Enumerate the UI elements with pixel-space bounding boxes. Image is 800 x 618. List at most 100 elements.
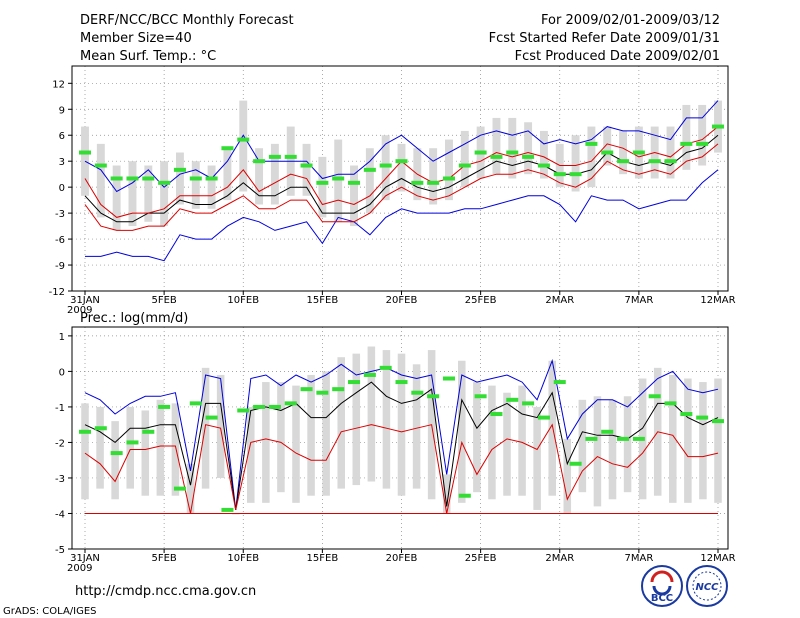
x-tick-label: 15FEB	[307, 295, 339, 306]
observation-marker	[110, 451, 123, 456]
observation-marker	[126, 176, 139, 181]
observation-marker	[332, 176, 345, 181]
ensemble-range-bar	[334, 139, 343, 222]
observation-marker	[173, 486, 186, 491]
observation-marker	[696, 141, 709, 146]
ensemble-range-bar	[318, 156, 327, 218]
ensemble-range-bar	[458, 360, 466, 503]
x-tick-label: 20FEB	[386, 295, 418, 306]
observation-marker	[680, 141, 693, 146]
precipitation-panel: -5 -4 -3 -2 -1 0 1 31JAN 5FEB 10FEB 15FEB 20FEB 25FE…	[55, 326, 736, 574]
x-tick-label: 7MAR	[624, 553, 653, 564]
header: DERF/NCC/BCC Monthly Forecast Member Siz…	[80, 13, 720, 64]
y-tick-label: 3	[59, 157, 65, 168]
observation-marker	[395, 380, 408, 385]
observation-marker	[158, 404, 171, 409]
ensemble-range-bar	[270, 143, 279, 205]
ensemble-range-bar	[292, 385, 300, 503]
ensemble-range-bar	[593, 396, 602, 507]
y-tick-label: -3	[55, 474, 65, 485]
observation-marker	[617, 159, 630, 164]
x-tick-label: 10FEB	[227, 295, 259, 306]
x-tick-label: 5FEB	[151, 553, 176, 564]
observation-marker	[300, 163, 313, 168]
observation-marker	[189, 401, 202, 406]
observation-marker	[490, 154, 503, 159]
x-year-label: 2009	[67, 563, 92, 574]
ensemble-range-bar	[518, 385, 526, 496]
ensemble-range-bar	[603, 126, 612, 166]
ensemble-range-bar	[171, 403, 180, 496]
observation-marker	[474, 150, 487, 155]
observation-marker	[79, 429, 91, 434]
ensemble-range-bar	[175, 152, 184, 205]
observation-marker	[300, 387, 313, 392]
ensemble-range-bar	[563, 438, 572, 514]
observation-marker	[379, 365, 392, 370]
observation-marker	[221, 146, 234, 151]
ensemble-range-bar	[682, 104, 691, 170]
footer-url[interactable]: http://cmdp.ncc.cma.gov.cn	[75, 584, 256, 599]
observation-marker	[537, 163, 550, 168]
x-year-label: 2009	[67, 305, 92, 316]
y-tick-label: -3	[55, 209, 65, 220]
series-max-line	[84, 358, 719, 510]
y-tick-label: 0	[59, 183, 65, 194]
observation-marker	[348, 180, 361, 185]
y-tick-label: -4	[55, 509, 65, 520]
ncc-logo-text: NCC	[695, 582, 719, 593]
ensemble-range-bar	[307, 374, 315, 496]
observation-marker	[142, 429, 155, 434]
y-tick-label: -1	[55, 403, 65, 414]
ensemble-range-bar	[442, 474, 451, 514]
x-tick-label: 7MAR	[624, 295, 653, 306]
ensemble-range-bar	[350, 165, 358, 227]
ensemble-range-bar	[698, 104, 707, 166]
observation-marker	[506, 150, 519, 155]
observation-marker	[553, 172, 566, 177]
ensemble-range-bar	[684, 378, 692, 503]
ensemble-range-bar	[262, 382, 270, 503]
observation-marker	[585, 436, 598, 441]
observation-marker	[173, 167, 186, 172]
observation-marker	[253, 404, 266, 409]
y-tick-label: -5	[55, 545, 65, 556]
ensemble-range-bar	[186, 463, 195, 514]
ensemble-range-bar	[397, 353, 406, 496]
ensemble-range-bar	[337, 357, 345, 489]
observation-marker	[632, 150, 645, 155]
ensemble-range-bar	[239, 100, 248, 192]
observation-marker	[506, 397, 519, 402]
y-tick-label: 1	[59, 332, 65, 343]
ensemble-range-bar	[81, 126, 89, 196]
ensemble-range-bar	[365, 148, 374, 214]
header-title: DERF/NCC/BCC Monthly Forecast	[80, 13, 294, 28]
observation-marker	[522, 401, 535, 406]
ensemble-range-bar	[473, 382, 481, 493]
observation-marker	[442, 176, 455, 181]
bcc-logo: BCC	[641, 565, 683, 607]
observation-marker	[79, 150, 91, 155]
temperature-panel: -12 -9 -6 -3 0 3 6 9 12 31JAN 5FEB 10FEB 15FEB 20FEB 2…	[49, 65, 736, 316]
observation-marker	[458, 163, 471, 168]
observation-marker	[601, 429, 614, 434]
ensemble-range-bar	[714, 378, 722, 503]
header-started-date: Fcst Started Refer Date 2009/01/31	[489, 31, 720, 46]
ensemble-range-bar	[247, 406, 255, 503]
ensemble-range-bar	[216, 374, 225, 478]
observation-marker	[648, 394, 661, 399]
observation-marker	[474, 394, 487, 399]
ensemble-range-bar	[156, 399, 165, 496]
ensemble-range-bar	[508, 117, 517, 179]
x-tick-label: 2MAR	[545, 295, 574, 306]
series-spread-low-line	[84, 143, 719, 231]
ensemble-range-bar	[608, 399, 617, 500]
observation-marker	[189, 176, 202, 181]
observation-marker	[332, 387, 345, 392]
ensemble-range-bar	[96, 406, 104, 489]
y-tick-label: -12	[49, 287, 65, 298]
ensemble-range-bar	[445, 139, 453, 201]
observation-marker	[458, 493, 471, 498]
ensemble-range-bar	[207, 165, 216, 209]
